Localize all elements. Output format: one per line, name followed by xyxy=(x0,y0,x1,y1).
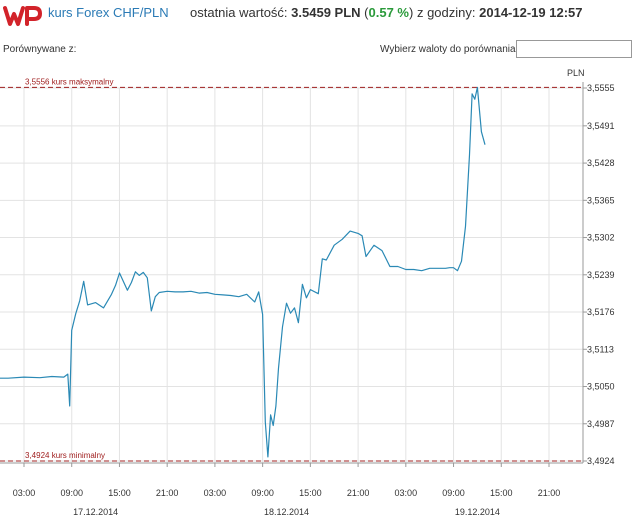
price-chart: 3,5556 kurs maksymalny 3,4924 kurs minima… xyxy=(0,68,615,517)
x-axis: 03:00 09:00 15:00 21:00 03:00 09:00 15:00 21:00… xyxy=(0,462,583,517)
change-value: 0.57 % xyxy=(368,5,409,20)
timestamp: 2014-12-19 12:57 xyxy=(479,5,583,20)
y-axis-unit: PLN xyxy=(567,68,585,78)
change-close: ) xyxy=(409,5,414,20)
x-tick-label: 21:00 xyxy=(347,488,370,498)
x-tick-label: 09:00 xyxy=(60,488,83,498)
y-tick-label: 3,5302 xyxy=(587,233,615,243)
pair-title: kurs Forex CHF/PLN xyxy=(48,5,169,20)
y-tick-label: 3,5555 xyxy=(587,83,615,93)
wp-logo[interactable] xyxy=(3,5,43,27)
x-tick-label: 15:00 xyxy=(299,488,322,498)
y-tick-label: 3,4924 xyxy=(587,456,615,466)
compare-toolbar: Porównywane z: Wybierz waloty do porówna… xyxy=(0,40,640,62)
reference-lines: 3,5556 kurs maksymalny 3,4924 kurs minima… xyxy=(0,77,583,462)
y-tick-label: 3,5239 xyxy=(587,270,615,280)
date-label: 18.12.2014 xyxy=(264,507,309,517)
x-tick-label: 09:00 xyxy=(251,488,274,498)
reference-label: 3,5556 kurs maksymalny xyxy=(25,77,113,86)
currency-label: Wybierz waloty do porównania xyxy=(380,44,516,55)
x-tick-label: 03:00 xyxy=(204,488,227,498)
y-tick-label: 3,5365 xyxy=(587,195,615,205)
x-tick-label: 15:00 xyxy=(108,488,131,498)
last-value: 3.5459 PLN xyxy=(291,5,361,20)
y-axis: 3,5555 3,5491 3,5428 3,5365 3,5302 3,5239 3,51… xyxy=(582,82,615,466)
y-tick-label: 3,5113 xyxy=(587,344,614,354)
x-tick-label: 03:00 xyxy=(13,488,36,498)
change-open: ( xyxy=(364,5,369,20)
x-tick-label: 09:00 xyxy=(442,488,465,498)
y-tick-label: 3,5176 xyxy=(587,307,615,317)
y-tick-label: 3,5491 xyxy=(587,121,615,131)
date-label: 17.12.2014 xyxy=(73,507,118,517)
last-value-prefix: ostatnia wartość: xyxy=(190,5,288,20)
compare-label: Porównywane z: xyxy=(3,44,77,55)
x-tick-label: 03:00 xyxy=(395,488,418,498)
reference-label: 3,4924 kurs minimalny xyxy=(25,451,105,460)
y-tick-label: 3,5428 xyxy=(587,158,615,168)
x-tick-label: 15:00 xyxy=(490,488,513,498)
y-tick-label: 3,4987 xyxy=(587,419,615,429)
date-label: 19.12.2014 xyxy=(455,507,500,517)
currency-compare-input[interactable] xyxy=(516,40,632,58)
x-tick-label: 21:00 xyxy=(538,488,561,498)
time-prefix: z godziny: xyxy=(416,5,476,20)
y-tick-label: 3,5050 xyxy=(587,382,615,392)
price-line xyxy=(0,86,486,458)
plot-area xyxy=(0,88,583,484)
x-tick-label: 21:00 xyxy=(156,488,179,498)
last-value-line: ostatnia wartość: 3.5459 PLN (0.57 %) z … xyxy=(190,5,583,20)
header: kurs Forex CHF/PLN ostatnia wartość: 3.5… xyxy=(0,0,640,30)
